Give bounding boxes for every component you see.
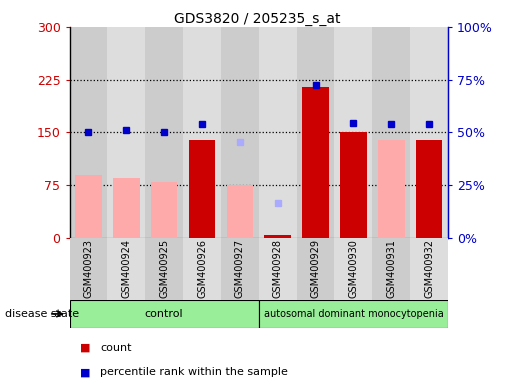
Text: ■: ■: [80, 343, 90, 353]
Text: count: count: [100, 343, 132, 353]
Text: GDS3820 / 205235_s_at: GDS3820 / 205235_s_at: [174, 12, 341, 25]
Text: GSM400927: GSM400927: [235, 239, 245, 298]
Bar: [259, 300, 448, 328]
Text: percentile rank within the sample: percentile rank within the sample: [100, 367, 288, 377]
Bar: [410, 238, 448, 300]
Text: GSM400932: GSM400932: [424, 239, 434, 298]
Bar: [340, 132, 367, 238]
Bar: [372, 27, 410, 238]
Text: GSM400924: GSM400924: [122, 239, 131, 298]
Bar: [75, 175, 101, 238]
Text: GSM400930: GSM400930: [349, 239, 358, 298]
Bar: [107, 238, 145, 300]
Bar: [221, 27, 259, 238]
Bar: [372, 238, 410, 300]
Bar: [410, 27, 448, 238]
Bar: [145, 27, 183, 238]
Bar: [70, 238, 107, 300]
Bar: [151, 182, 177, 238]
Bar: [259, 27, 297, 238]
Text: GSM400925: GSM400925: [159, 239, 169, 298]
Text: GSM400928: GSM400928: [273, 239, 283, 298]
Bar: [297, 27, 335, 238]
Text: GSM400931: GSM400931: [386, 239, 396, 298]
Bar: [335, 238, 372, 300]
Bar: [189, 139, 215, 238]
Text: autosomal dominant monocytopenia: autosomal dominant monocytopenia: [264, 309, 443, 319]
Bar: [227, 185, 253, 238]
Text: GSM400926: GSM400926: [197, 239, 207, 298]
Text: control: control: [145, 309, 183, 319]
Text: GSM400929: GSM400929: [311, 239, 320, 298]
Bar: [183, 238, 221, 300]
Bar: [302, 87, 329, 238]
Bar: [145, 238, 183, 300]
Bar: [221, 238, 259, 300]
Bar: [259, 238, 297, 300]
Text: GSM400923: GSM400923: [83, 239, 93, 298]
Bar: [265, 235, 291, 238]
Text: ■: ■: [80, 367, 90, 377]
Bar: [70, 27, 107, 238]
Text: disease state: disease state: [5, 309, 79, 319]
Bar: [297, 238, 335, 300]
Bar: [183, 27, 221, 238]
Bar: [378, 139, 404, 238]
Bar: [416, 139, 442, 238]
Bar: [107, 27, 145, 238]
Bar: [335, 27, 372, 238]
Bar: [70, 300, 259, 328]
Bar: [113, 178, 140, 238]
